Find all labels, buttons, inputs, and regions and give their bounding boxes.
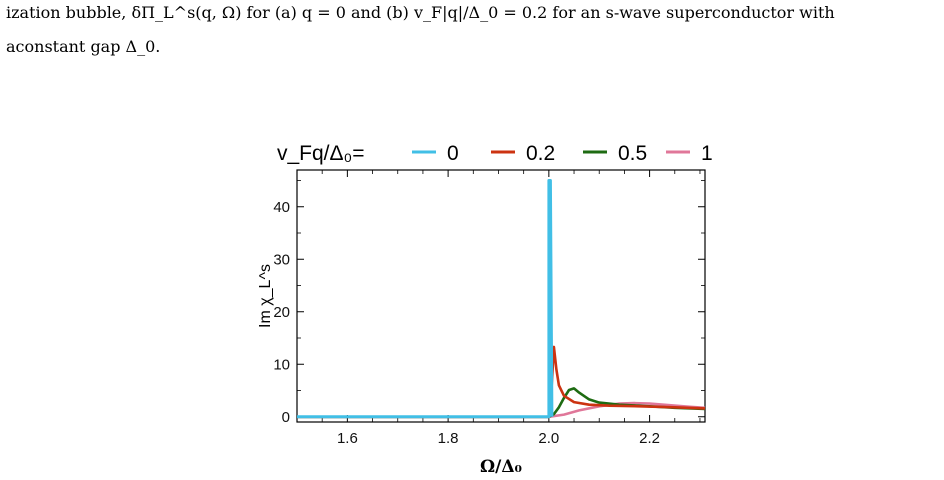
legend-label-1: 1 (701, 142, 713, 165)
legend: v_Fq/Δ₀= 0 0.2 0.5 1 (277, 142, 713, 165)
caption-line-2: aconstant gap Δ_0. (6, 37, 161, 56)
legend-label-0.2: 0.2 (526, 142, 555, 165)
x-axis-label: Ω/Δ₀ (480, 457, 522, 477)
y-tick-label: 20 (273, 304, 290, 321)
caption-line-1: ization bubble, δΠ_L^s(q, Ω) for (a) q =… (6, 3, 835, 22)
legend-label-0: 0 (447, 142, 459, 165)
y-tick-label: 0 (282, 409, 290, 426)
y-axis-label: Im χ_L^s (257, 264, 274, 328)
x-tick-label: 2.2 (639, 430, 660, 447)
series-line-0.2 (297, 345, 706, 419)
y-tick-label: 10 (273, 356, 290, 373)
x-tick-label: 1.8 (438, 430, 459, 447)
y-tick-label: 30 (273, 251, 290, 268)
plot-frame (296, 169, 706, 423)
legend-label-0.5: 0.5 (618, 142, 647, 165)
series-line-0 (297, 179, 554, 419)
x-tick-label: 2.0 (538, 430, 559, 447)
series-layer (297, 179, 706, 419)
x-tick-label: 1.6 (337, 430, 358, 447)
y-tick-label: 40 (273, 199, 290, 216)
legend-title: v_Fq/Δ₀= (277, 142, 365, 165)
axis-ticks: 1.6 1.8 2.0 2.2 0 10 20 30 40 (273, 170, 705, 447)
